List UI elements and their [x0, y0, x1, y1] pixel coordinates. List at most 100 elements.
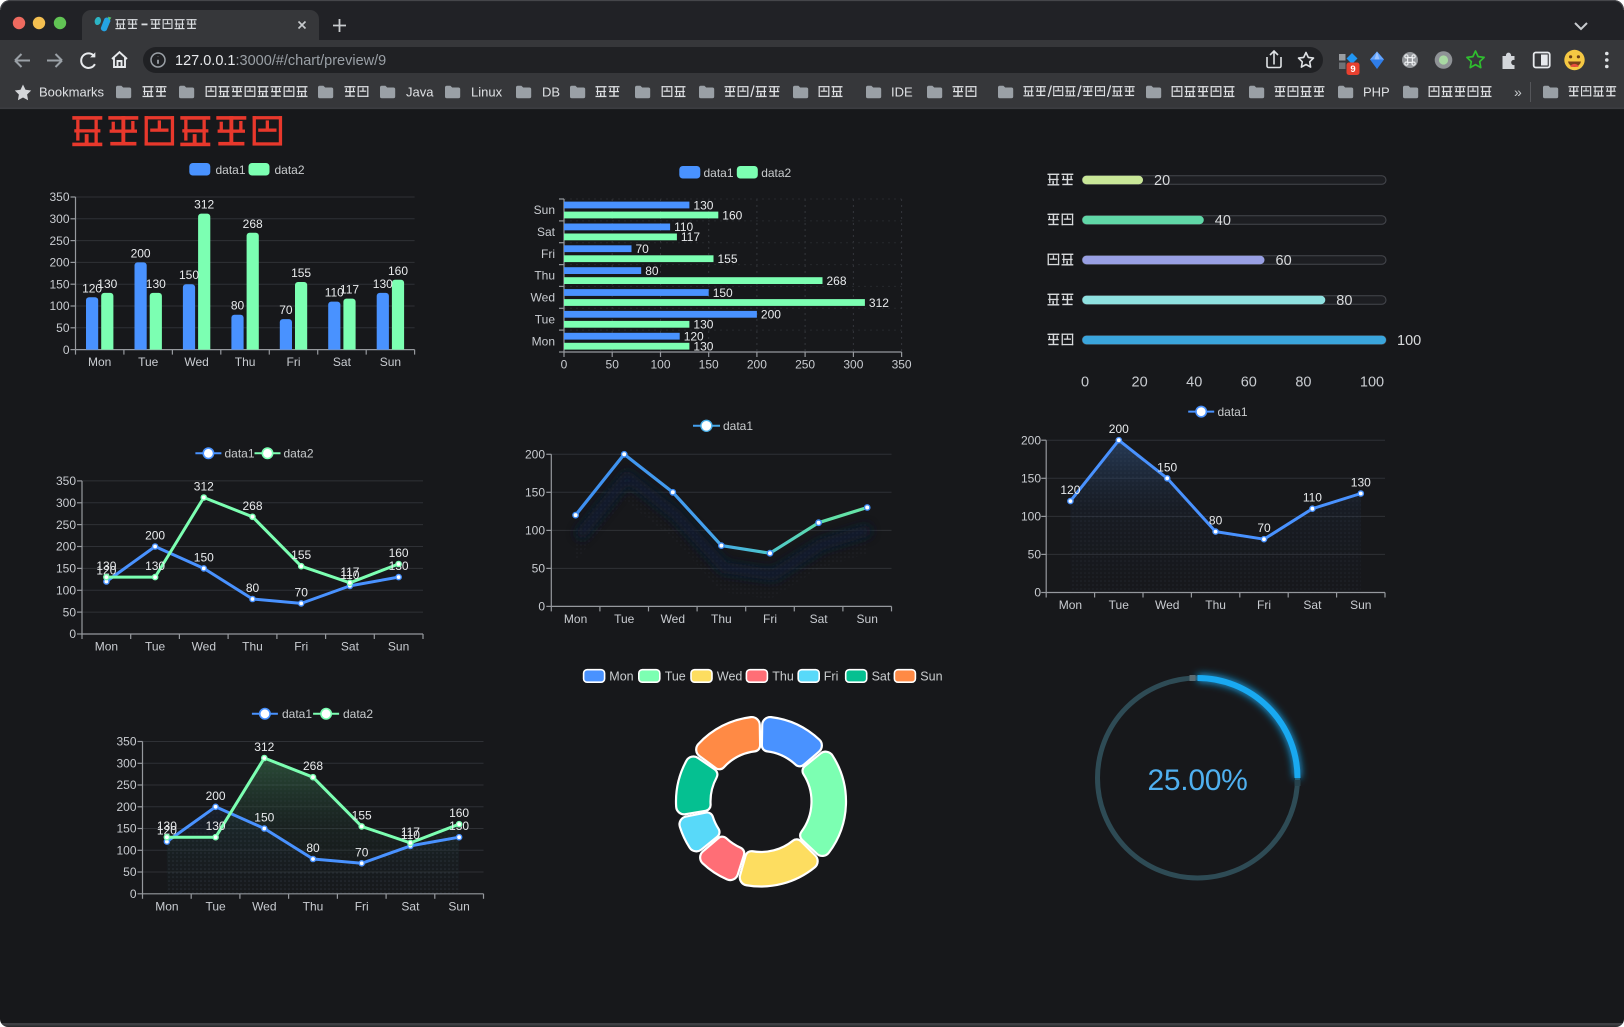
svg-text:200: 200 [56, 540, 76, 554]
svg-text:200: 200 [761, 308, 781, 322]
svg-text:350: 350 [56, 474, 76, 488]
svg-text:50: 50 [63, 605, 77, 619]
svg-text:130: 130 [373, 277, 393, 291]
svg-text:200: 200 [145, 529, 165, 543]
svg-text:250: 250 [116, 778, 136, 792]
svg-text:Tue: Tue [138, 355, 159, 369]
svg-text:130: 130 [1351, 476, 1371, 490]
svg-text:312: 312 [194, 198, 214, 212]
svg-text:100: 100 [1397, 333, 1421, 349]
svg-text:Wed: Wed [717, 670, 743, 684]
svg-text:100: 100 [1360, 375, 1384, 391]
svg-text:200: 200 [525, 448, 545, 462]
svg-text:300: 300 [116, 757, 136, 771]
svg-text:70: 70 [295, 585, 309, 599]
svg-text:Wed: Wed [252, 899, 276, 913]
svg-text:160: 160 [389, 546, 409, 560]
svg-text:312: 312 [254, 740, 274, 754]
svg-text:data2: data2 [761, 166, 791, 180]
svg-text:Mon: Mon [1059, 598, 1082, 612]
svg-text:200: 200 [1021, 433, 1041, 447]
svg-text:250: 250 [56, 518, 76, 532]
svg-text:312: 312 [194, 480, 214, 494]
svg-text:Wed: Wed [184, 355, 208, 369]
svg-text:150: 150 [1157, 460, 1177, 474]
svg-text:40: 40 [1186, 375, 1202, 391]
svg-text:130: 130 [693, 198, 713, 212]
svg-text:250: 250 [49, 234, 69, 248]
svg-text:150: 150 [713, 286, 733, 300]
svg-text:60: 60 [1241, 375, 1257, 391]
svg-text:Mon: Mon [532, 334, 555, 348]
svg-text:80: 80 [1209, 514, 1223, 528]
svg-text:80: 80 [246, 581, 260, 595]
svg-text:Tue: Tue [614, 612, 635, 626]
svg-text:70: 70 [355, 845, 369, 859]
svg-text:Tue: Tue [205, 899, 226, 913]
svg-text:Thu: Thu [1205, 598, 1226, 612]
svg-text:80: 80 [1336, 293, 1352, 309]
svg-text:Sun: Sun [448, 899, 469, 913]
svg-text:0: 0 [1081, 375, 1089, 391]
svg-text:Java: Java [406, 85, 434, 100]
svg-text:130: 130 [145, 559, 165, 573]
svg-text:160: 160 [449, 806, 469, 820]
svg-text:data1: data1 [282, 707, 312, 721]
svg-text:150: 150 [194, 550, 214, 564]
svg-text:160: 160 [388, 264, 408, 278]
svg-text:Mon: Mon [564, 612, 587, 626]
svg-text:IDE: IDE [891, 85, 913, 100]
svg-text:117: 117 [401, 825, 420, 839]
svg-text:150: 150 [699, 358, 719, 372]
svg-text:155: 155 [718, 252, 738, 266]
svg-text:50: 50 [1028, 548, 1042, 562]
svg-text:268: 268 [827, 274, 847, 288]
svg-text:350: 350 [49, 190, 69, 204]
svg-text:300: 300 [49, 212, 69, 226]
svg-text:9: 9 [1350, 64, 1355, 75]
svg-text:Tue: Tue [665, 670, 686, 684]
svg-text:data1: data1 [704, 166, 734, 180]
svg-text:300: 300 [843, 358, 863, 372]
svg-text:130: 130 [693, 318, 713, 332]
svg-text:160: 160 [722, 208, 742, 222]
svg-text:200: 200 [49, 256, 69, 270]
svg-text:Tue: Tue [1109, 598, 1130, 612]
svg-text:155: 155 [291, 548, 311, 562]
svg-text:Sat: Sat [1303, 598, 1322, 612]
svg-text:130: 130 [693, 340, 713, 354]
svg-text:80: 80 [231, 299, 245, 313]
svg-text:100: 100 [56, 584, 76, 598]
svg-text:20: 20 [1132, 375, 1148, 391]
svg-text:Thu: Thu [235, 355, 256, 369]
svg-text:130: 130 [96, 559, 116, 573]
svg-text:110: 110 [674, 220, 693, 234]
svg-text:130: 130 [146, 277, 166, 291]
svg-text:Tue: Tue [535, 312, 556, 326]
svg-text:0: 0 [1034, 586, 1041, 600]
svg-text:Sun: Sun [534, 203, 555, 217]
svg-text:110: 110 [340, 568, 359, 582]
svg-text:PHP: PHP [1363, 85, 1390, 100]
svg-text:312: 312 [869, 296, 889, 310]
svg-text:120: 120 [96, 564, 116, 578]
svg-text:Mon: Mon [95, 640, 118, 654]
svg-text:20: 20 [1154, 173, 1170, 189]
svg-text:50: 50 [56, 321, 70, 335]
svg-text:Sun: Sun [857, 612, 878, 626]
svg-text:Sat: Sat [872, 670, 891, 684]
svg-text:130: 130 [157, 819, 177, 833]
svg-text:0: 0 [69, 627, 76, 641]
svg-text:Sat: Sat [537, 225, 556, 239]
svg-text:250: 250 [795, 358, 815, 372]
svg-text:Fri: Fri [287, 355, 301, 369]
svg-text:Thu: Thu [242, 640, 263, 654]
svg-text:Fri: Fri [824, 670, 839, 684]
svg-text:268: 268 [303, 759, 323, 773]
svg-text:120: 120 [684, 330, 704, 344]
svg-text:Linux: Linux [471, 85, 503, 100]
svg-text:80: 80 [645, 264, 659, 278]
svg-text:Mon: Mon [155, 899, 178, 913]
svg-text:200: 200 [1109, 422, 1129, 436]
svg-text:50: 50 [532, 562, 546, 576]
